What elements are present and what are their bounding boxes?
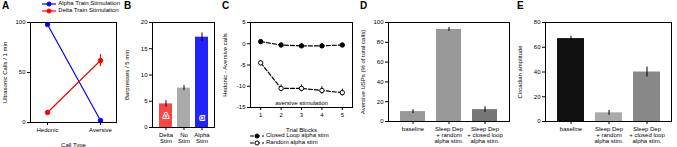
svg-text:50: 50 — [19, 69, 26, 75]
svg-text:100: 100 — [15, 19, 26, 25]
svg-text:4: 4 — [320, 112, 324, 118]
svg-text:AlphaStim: AlphaStim — [194, 132, 210, 144]
svg-text:DeltaStim: DeltaStim — [159, 132, 174, 144]
svg-text:Sleep Dep+ randomalpha stim.: Sleep Dep+ randomalpha stim. — [594, 126, 623, 144]
svg-text:20: 20 — [377, 99, 384, 105]
svg-text:5: 5 — [341, 112, 345, 118]
html-text:Closed Loop alpha stim: Closed Loop alpha stim — [266, 132, 329, 138]
svg-text:0: 0 — [22, 119, 26, 125]
html-text:E: E — [517, 0, 524, 11]
html-text:Delta Train Stimulation: Delta Train Stimulation — [58, 7, 119, 13]
svg-text:Aversive: Aversive — [89, 127, 113, 133]
svg-text:Sleep Dep+ closed loopalpha st: Sleep Dep+ closed loopalpha stim. — [467, 126, 503, 144]
html-text:Alpha Train Stimulation: Alpha Train Stimulation — [58, 0, 120, 6]
svg-text:Ultrasonic Calls / 1 min: Ultrasonic Calls / 1 min — [2, 42, 8, 103]
svg-text:-15: -15 — [237, 104, 246, 110]
svg-text:NoStim: NoStim — [178, 132, 190, 144]
svg-text:Trial Blocks: Trial Blocks — [286, 127, 317, 133]
svg-text:Sleep Dep+ randomalpha stim.: Sleep Dep+ randomalpha stim. — [434, 126, 463, 144]
svg-text:Call Type: Call Type — [61, 142, 87, 147]
svg-text:baseline: baseline — [402, 126, 425, 132]
svg-text:Aversive USPs (% of total call: Aversive USPs (% of total calls) — [360, 30, 366, 114]
svg-text:Hedonic - Aversive calls: Hedonic - Aversive calls — [222, 33, 228, 97]
svg-text:40: 40 — [377, 79, 384, 85]
svg-text:0: 0 — [144, 124, 148, 130]
svg-text:1: 1 — [259, 112, 263, 118]
svg-text:Barpresses / 5 min: Barpresses / 5 min — [124, 50, 130, 100]
svg-text:baseline: baseline — [560, 126, 583, 132]
svg-text:60: 60 — [377, 59, 384, 65]
html-text:D: D — [360, 0, 368, 11]
svg-text:5: 5 — [242, 19, 246, 25]
svg-text:0: 0 — [242, 41, 246, 47]
svg-text:Hedonic: Hedonic — [36, 127, 58, 133]
html-text:B: B — [124, 0, 132, 11]
svg-text:0: 0 — [537, 118, 541, 124]
svg-text:0: 0 — [380, 118, 384, 124]
svg-text:80: 80 — [377, 39, 384, 45]
html-text:Random alpha stim: Random alpha stim — [266, 139, 318, 145]
svg-text:20: 20 — [141, 19, 148, 25]
svg-text:Δ: Δ — [163, 111, 169, 120]
svg-text:80: 80 — [534, 19, 541, 25]
svg-text:aversive stimulation: aversive stimulation — [275, 100, 328, 106]
svg-text:20: 20 — [534, 94, 541, 100]
svg-text:Sleep Dep+ closed loopalpha st: Sleep Dep+ closed loopalpha stim. — [629, 126, 665, 144]
svg-text:-10: -10 — [237, 83, 246, 89]
svg-text:α: α — [200, 113, 205, 122]
html-text:A: A — [2, 0, 10, 11]
svg-text:Circadian amplitude: Circadian amplitude — [517, 45, 523, 99]
svg-text:5: 5 — [144, 98, 148, 104]
svg-text:40: 40 — [534, 69, 541, 75]
svg-text:60: 60 — [534, 44, 541, 50]
svg-text:15: 15 — [141, 46, 148, 52]
svg-text:2: 2 — [279, 112, 283, 118]
svg-text:3: 3 — [300, 112, 304, 118]
svg-text:100: 100 — [373, 19, 384, 25]
html-text:C: C — [222, 0, 230, 11]
svg-text:-5: -5 — [240, 62, 246, 68]
svg-text:10: 10 — [141, 72, 148, 78]
